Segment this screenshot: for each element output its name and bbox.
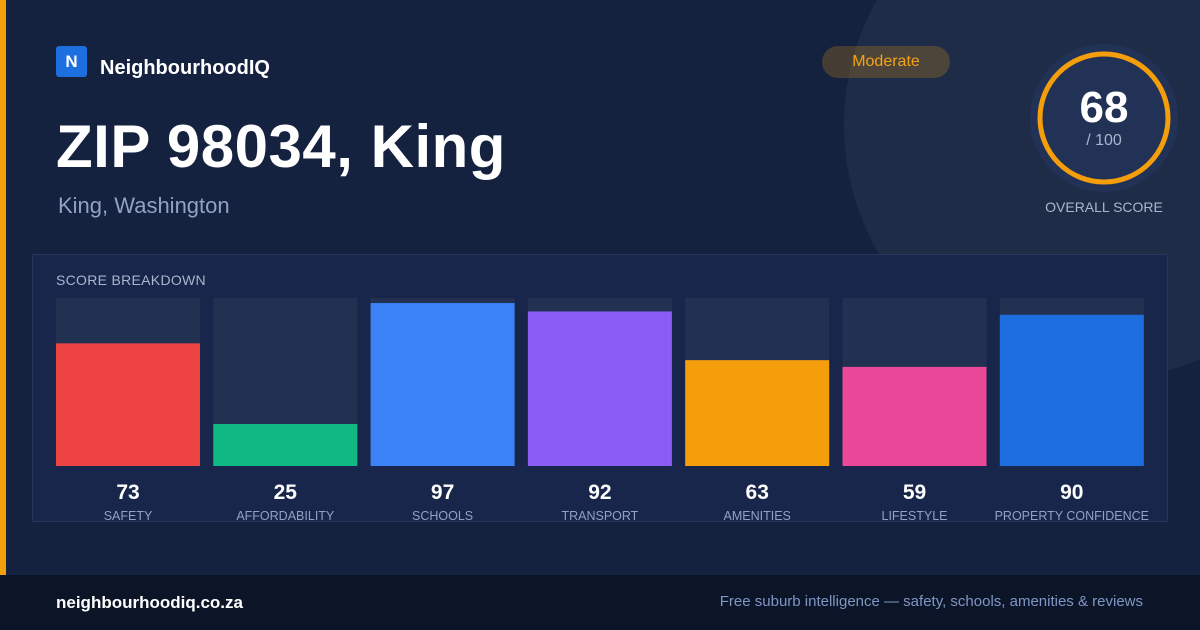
bar-value-label: 92 bbox=[588, 481, 611, 504]
page-title: ZIP 98034, King bbox=[56, 113, 506, 180]
score-ring-arc bbox=[1037, 51, 1171, 185]
bar-value-label: 90 bbox=[1060, 481, 1083, 504]
footer bbox=[0, 575, 1200, 630]
overall-score-caption: OVERALL SCORE bbox=[1045, 199, 1163, 215]
bar-value-label: 97 bbox=[431, 481, 454, 504]
rating-badge: Moderate bbox=[822, 46, 950, 78]
bar bbox=[527, 311, 672, 466]
brand-name: NeighbourhoodIQ bbox=[100, 57, 270, 79]
bar bbox=[370, 303, 515, 466]
bar-value-label: 25 bbox=[274, 481, 298, 504]
location-subtitle: King, Washington bbox=[58, 193, 230, 218]
overall-score-ring bbox=[1030, 44, 1178, 192]
footer-url[interactable]: neighbourhoodiq.co.za bbox=[56, 593, 243, 612]
bar bbox=[56, 343, 200, 466]
bar-value-label: 63 bbox=[746, 481, 769, 504]
bar bbox=[999, 314, 1144, 466]
brand-logo-icon: N bbox=[56, 46, 87, 77]
footer-tagline: Free suburb intelligence — safety, schoo… bbox=[719, 593, 1143, 610]
bar bbox=[842, 366, 987, 466]
score-breakdown-title: SCORE BREAKDOWN bbox=[56, 272, 206, 288]
overall-score-max: / 100 bbox=[1086, 132, 1122, 149]
overall-score-value: 68 bbox=[1079, 83, 1129, 132]
bar-category-label: SCHOOLS bbox=[412, 509, 473, 523]
bar-category-label: PROPERTY CONFIDENCE bbox=[995, 509, 1149, 523]
bar-category-label: AFFORDABILITY bbox=[236, 509, 335, 523]
bar-category-label: AMENITIES bbox=[724, 509, 791, 523]
accent-bar bbox=[0, 0, 6, 575]
bar bbox=[213, 424, 358, 466]
bar-category-label: TRANSPORT bbox=[561, 509, 638, 523]
bar-category-label: SAFETY bbox=[104, 509, 153, 523]
bar-category-label: LIFESTYLE bbox=[882, 509, 948, 523]
bar-value-label: 73 bbox=[116, 481, 139, 504]
bar bbox=[685, 360, 830, 466]
bar-value-label: 59 bbox=[903, 481, 926, 504]
